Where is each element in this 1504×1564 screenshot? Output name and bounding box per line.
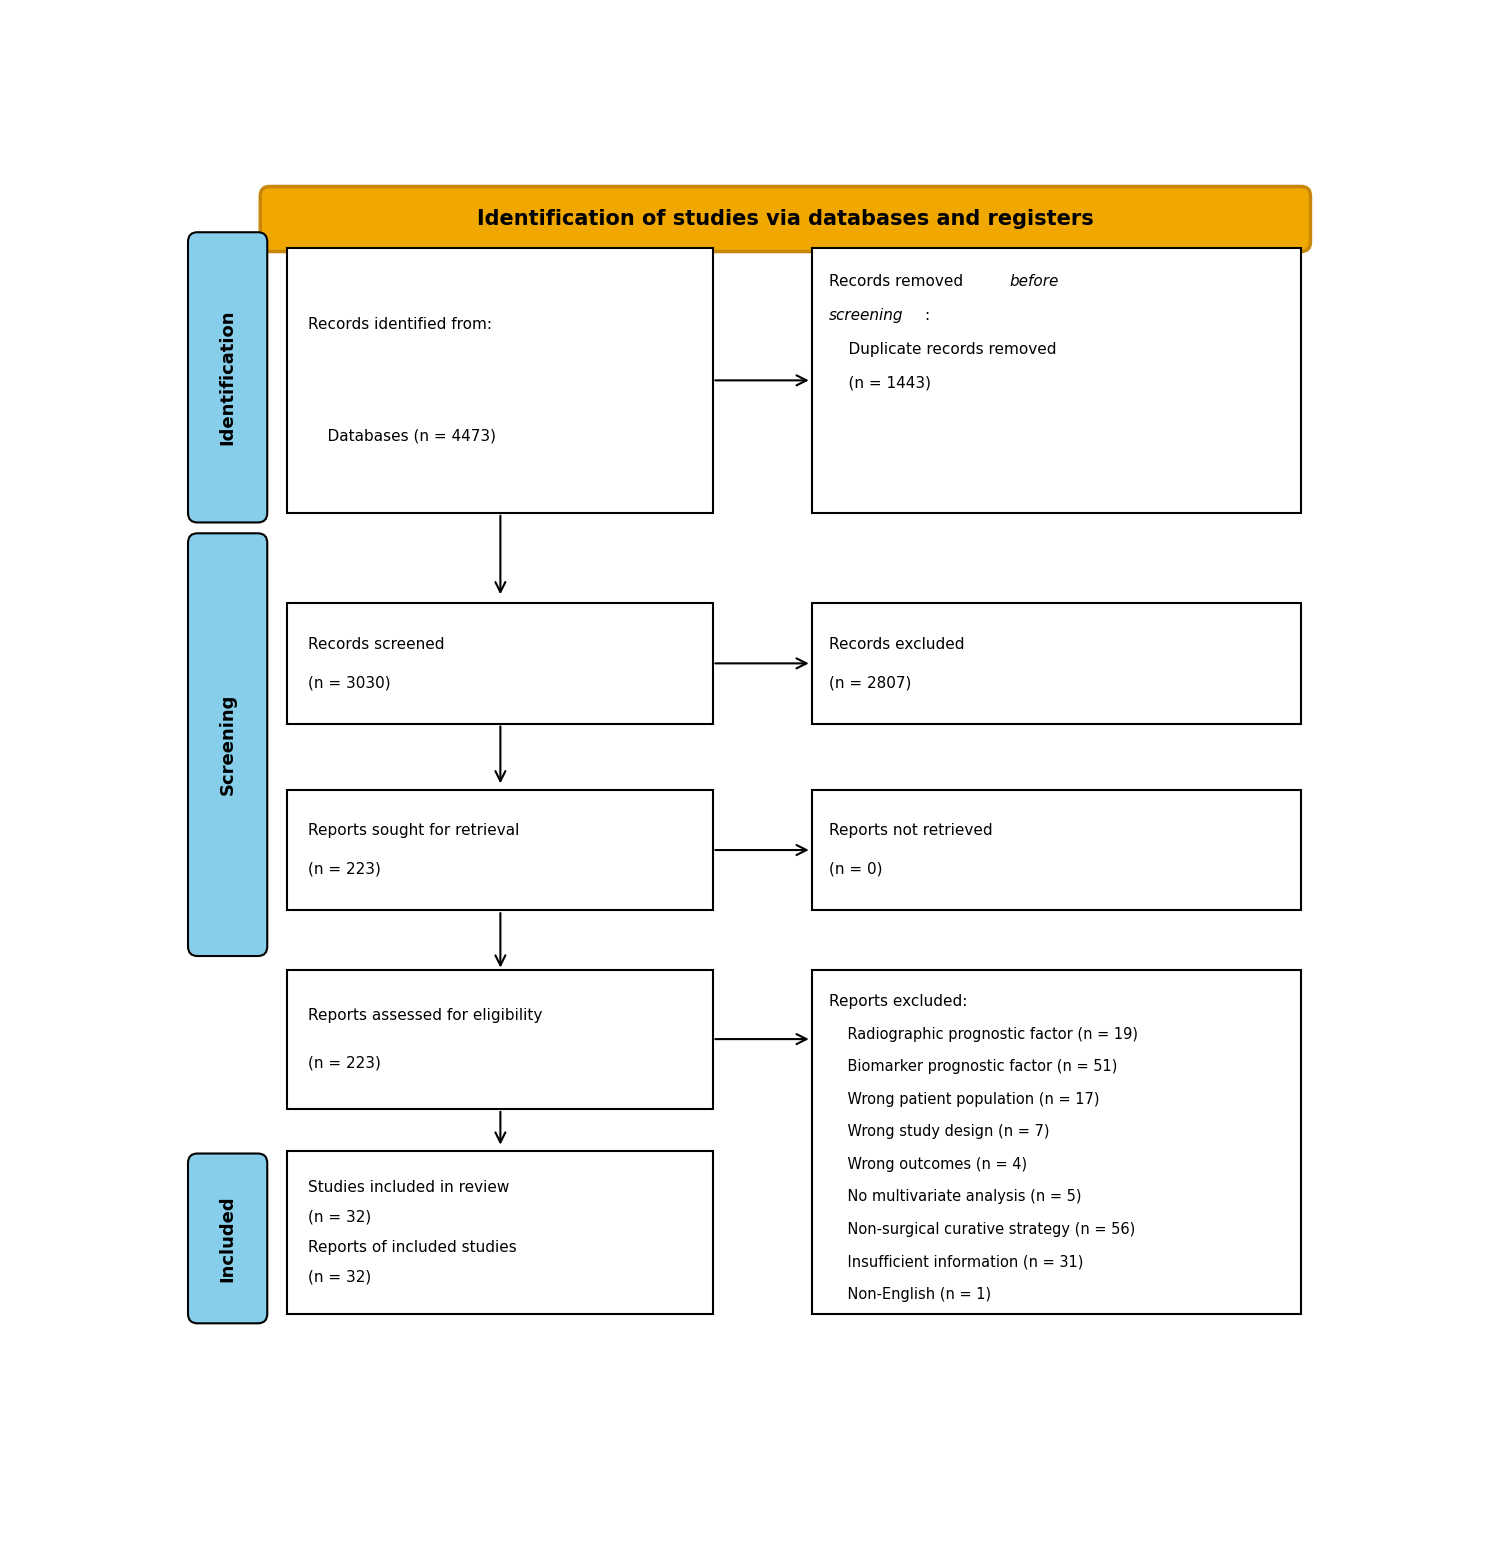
Text: Reports assessed for eligibility: Reports assessed for eligibility — [308, 1009, 543, 1023]
Text: Wrong patient population (n = 17): Wrong patient population (n = 17) — [829, 1092, 1099, 1107]
FancyBboxPatch shape — [287, 247, 713, 513]
Text: Records removed: Records removed — [829, 274, 969, 289]
FancyBboxPatch shape — [812, 970, 1301, 1314]
Text: Databases (n = 4473): Databases (n = 4473) — [308, 429, 496, 443]
Text: (n = 1443): (n = 1443) — [829, 375, 931, 391]
FancyBboxPatch shape — [287, 1151, 713, 1314]
FancyBboxPatch shape — [287, 970, 713, 1109]
Text: (n = 32): (n = 32) — [308, 1270, 371, 1284]
Text: Screening: Screening — [218, 694, 236, 796]
Text: Reports not retrieved: Reports not retrieved — [829, 823, 993, 838]
Text: Identification: Identification — [218, 310, 236, 446]
Text: Wrong outcomes (n = 4): Wrong outcomes (n = 4) — [829, 1157, 1027, 1171]
FancyBboxPatch shape — [188, 1154, 268, 1323]
Text: Reports of included studies: Reports of included studies — [308, 1240, 517, 1254]
Text: Records identified from:: Records identified from: — [308, 317, 492, 333]
Text: Duplicate records removed: Duplicate records removed — [829, 341, 1057, 357]
Text: Records excluded: Records excluded — [829, 637, 964, 652]
Text: Non-surgical curative strategy (n = 56): Non-surgical curative strategy (n = 56) — [829, 1221, 1136, 1237]
Text: Studies included in review: Studies included in review — [308, 1181, 510, 1195]
FancyBboxPatch shape — [812, 247, 1301, 513]
Text: Insufficient information (n = 31): Insufficient information (n = 31) — [829, 1254, 1083, 1270]
Text: Biomarker prognostic factor (n = 51): Biomarker prognostic factor (n = 51) — [829, 1059, 1117, 1074]
Text: (n = 0): (n = 0) — [829, 862, 883, 877]
Text: Non-English (n = 1): Non-English (n = 1) — [829, 1287, 991, 1301]
FancyBboxPatch shape — [812, 604, 1301, 724]
Text: Records screened: Records screened — [308, 637, 445, 652]
Text: Wrong study design (n = 7): Wrong study design (n = 7) — [829, 1125, 1050, 1139]
Text: (n = 223): (n = 223) — [308, 862, 381, 877]
Text: Reports excluded:: Reports excluded: — [829, 995, 967, 1009]
Text: Identification of studies via databases and registers: Identification of studies via databases … — [477, 210, 1093, 228]
FancyBboxPatch shape — [812, 790, 1301, 910]
Text: screening: screening — [829, 308, 904, 322]
Text: before: before — [1009, 274, 1059, 289]
Text: (n = 32): (n = 32) — [308, 1211, 371, 1225]
FancyBboxPatch shape — [287, 790, 713, 910]
Text: (n = 3030): (n = 3030) — [308, 676, 391, 690]
Text: Radiographic prognostic factor (n = 19): Radiographic prognostic factor (n = 19) — [829, 1028, 1139, 1042]
FancyBboxPatch shape — [260, 186, 1310, 252]
Text: Reports sought for retrieval: Reports sought for retrieval — [308, 823, 519, 838]
Text: (n = 2807): (n = 2807) — [829, 676, 911, 690]
FancyBboxPatch shape — [287, 604, 713, 724]
Text: (n = 223): (n = 223) — [308, 1056, 381, 1071]
FancyBboxPatch shape — [188, 533, 268, 956]
FancyBboxPatch shape — [188, 231, 268, 522]
Text: :: : — [925, 308, 929, 322]
Text: Included: Included — [218, 1195, 236, 1282]
Text: No multivariate analysis (n = 5): No multivariate analysis (n = 5) — [829, 1189, 1081, 1204]
